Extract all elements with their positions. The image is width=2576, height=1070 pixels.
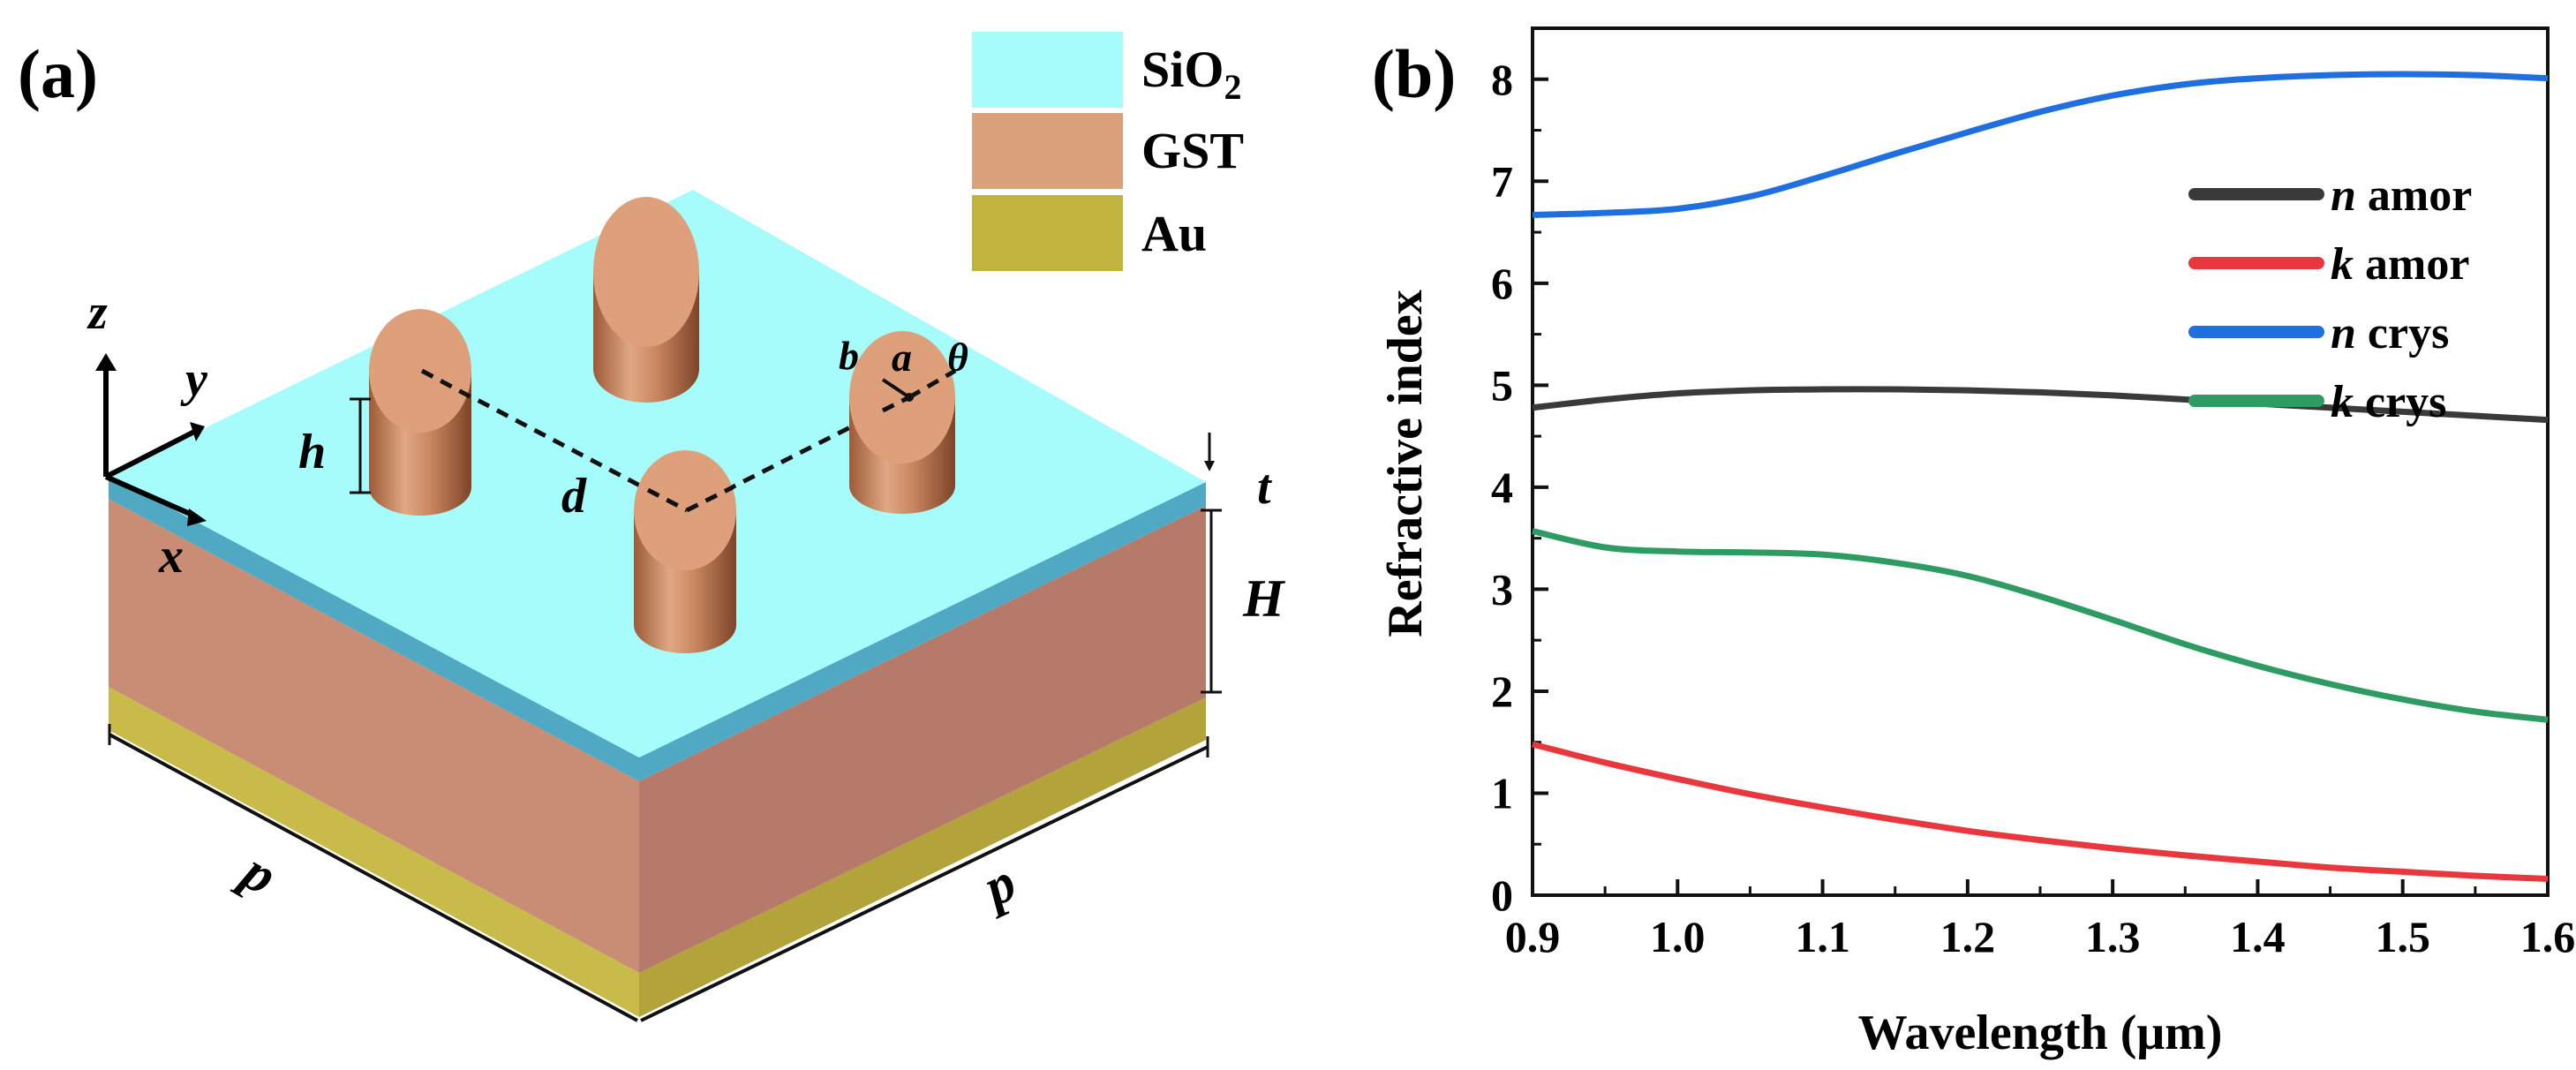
legend-label-n-amor: n amor <box>2331 170 2472 221</box>
dim-H-label: H <box>1242 569 1286 628</box>
dim-h-label: h <box>298 425 326 479</box>
dim-p-right-label: p <box>971 852 1025 920</box>
dim-theta-label: θ <box>947 335 968 380</box>
y-axis-label: Refractive index <box>1378 290 1433 637</box>
y-tick-label-5: 5 <box>1491 360 1513 410</box>
y-tick-label-1: 1 <box>1491 768 1513 818</box>
panel-b: (b) 0 1 2 3 4 5 6 7 8 0.9 1.0 1.1 1.2 1.3 1.4 1.5 1.6 R… <box>1372 26 2576 1060</box>
sio2-layer-left <box>109 475 639 781</box>
axis-y-label: y <box>180 352 208 407</box>
dim-H: H <box>1201 509 1286 694</box>
panel-a-label: (a) <box>18 35 98 112</box>
y-tick-label-8: 8 <box>1491 55 1513 104</box>
axis-z-label: z <box>87 285 108 340</box>
axis-x-label: x <box>158 529 184 584</box>
legend-label-k-amor: k amor <box>2331 239 2469 290</box>
gst-pillar-left <box>369 309 471 516</box>
gst-pillar-back <box>593 197 699 403</box>
y-tick-label-3: 3 <box>1491 564 1513 614</box>
dim-a-label: a <box>892 335 912 380</box>
y-tick-label-4: 4 <box>1491 463 1513 512</box>
legend-label-sio2: SiO2 <box>1141 41 1242 107</box>
y-tick-label-2: 2 <box>1491 667 1513 716</box>
legend-swatch-gst <box>972 113 1123 189</box>
series-line-k-amor <box>1532 741 2549 882</box>
series-line-n-amor <box>1532 386 2549 424</box>
legend-label-k-crys: k crys <box>2331 377 2446 427</box>
x-tick-label-5: 1.4 <box>2230 912 2286 961</box>
y-tick-label-6: 6 <box>1491 259 1513 308</box>
panel-b-label: (b) <box>1372 35 1456 112</box>
gst-pillar-front <box>634 450 736 653</box>
x-tick-label-2: 1.1 <box>1795 912 1850 961</box>
y-tick-label-0: 0 <box>1491 870 1513 920</box>
y-axis: 0 1 2 3 4 5 6 7 8 <box>1491 55 1548 920</box>
y-tick-label-7: 7 <box>1491 156 1513 206</box>
legend-label-gst: GST <box>1141 122 1244 179</box>
gst-pillar-right <box>849 331 955 514</box>
material-legend: SiO2 GST Au <box>972 32 1244 271</box>
coordinate-axes <box>95 353 207 526</box>
chart-legend: n amor k amor n crys k crys <box>2188 170 2472 427</box>
legend-label-au: Au <box>1141 205 1207 262</box>
b-axis-marker <box>881 378 911 399</box>
x-tick-label-1: 1.0 <box>1650 912 1706 961</box>
x-tick-label-6: 1.5 <box>2375 912 2430 961</box>
dim-d-label: d <box>561 469 587 524</box>
gst-layer-left <box>109 499 639 973</box>
legend-label-n-crys: n crys <box>2331 308 2449 358</box>
x-tick-label-4: 1.3 <box>2085 912 2141 961</box>
x-axis: 0.9 1.0 1.1 1.2 1.3 1.4 1.5 1.6 <box>1505 879 2576 961</box>
dim-b-label: b <box>839 333 859 378</box>
legend-swatch-au <box>972 195 1123 271</box>
plot-frame <box>1531 26 2550 897</box>
series-line-n-crys <box>1532 71 2549 218</box>
sio2-layer-right <box>639 482 1206 781</box>
x-axis-label: Wavelength (μm) <box>1858 1006 2223 1060</box>
au-layer-left <box>109 687 639 1017</box>
dim-p-left-label: p <box>229 839 286 907</box>
dim-t-label: t <box>1257 460 1272 515</box>
dim-h: h <box>298 397 371 494</box>
legend-swatch-sio2 <box>972 32 1123 108</box>
panel-a: (a) SiO2 GST Au <box>18 32 1286 1022</box>
au-layer-right <box>639 697 1206 1017</box>
x-tick-label-7: 1.6 <box>2520 912 2576 961</box>
x-tick-label-0: 0.9 <box>1505 912 1561 961</box>
x-tick-label-3: 1.2 <box>1940 912 1996 961</box>
dim-t: t <box>1204 433 1272 515</box>
pillar-center-lines <box>420 368 957 513</box>
gst-layer-right <box>639 506 1206 973</box>
series-line-k-crys <box>1532 528 2549 723</box>
series-lines <box>1532 71 2549 882</box>
